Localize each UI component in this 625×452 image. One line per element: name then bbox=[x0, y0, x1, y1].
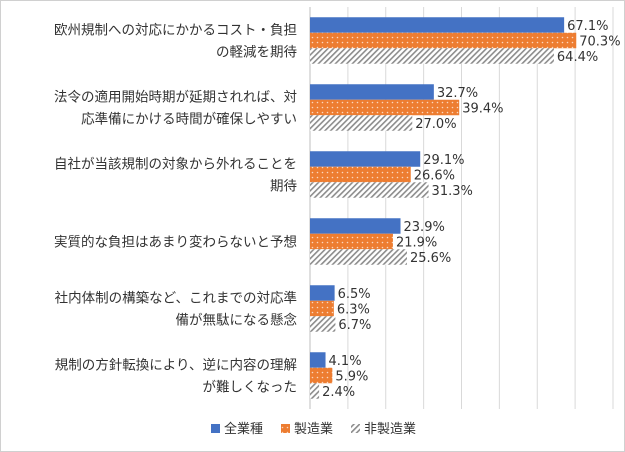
category-label: 備が無駄になる懸念 bbox=[176, 312, 298, 329]
data-label: 32.7% bbox=[437, 86, 478, 101]
data-label: 2.4% bbox=[322, 385, 355, 400]
category-label: 自社が当該規制の対象から外れることを bbox=[54, 157, 297, 173]
category-label: 法令の適用開始時期が延期されれば、対 bbox=[54, 89, 297, 106]
legend-label: 非製造業 bbox=[364, 421, 416, 437]
category-label: が難しくなった bbox=[203, 380, 298, 396]
bar bbox=[310, 17, 565, 33]
bar bbox=[310, 218, 401, 234]
bar bbox=[310, 285, 335, 301]
data-label: 39.4% bbox=[462, 102, 503, 117]
category-label: 規制の方針転換により、逆に内容の理解 bbox=[55, 357, 297, 374]
data-label: 27.0% bbox=[415, 117, 456, 132]
bar bbox=[310, 352, 326, 368]
data-label: 5.9% bbox=[335, 370, 368, 385]
bar bbox=[310, 383, 320, 399]
category-label: 期待 bbox=[270, 179, 297, 195]
legend-swatch bbox=[281, 424, 290, 433]
bar bbox=[310, 32, 577, 49]
bars: 67.1%70.3%64.4% 32.7%39.4% 27.0% 29.1%26.6%… bbox=[310, 17, 621, 400]
data-label: 21.9% bbox=[396, 236, 437, 251]
data-label: 6.3% bbox=[337, 303, 370, 318]
data-label: 31.3% bbox=[432, 184, 473, 199]
category-label: 社内体制の構築など、これまでの対応準 bbox=[55, 291, 297, 307]
data-label: 67.1% bbox=[567, 19, 608, 34]
bar bbox=[310, 249, 407, 265]
data-label: 23.9% bbox=[404, 220, 445, 235]
legend: 全業種 製造業 非製造業 bbox=[211, 421, 416, 437]
legend-swatch bbox=[351, 424, 360, 433]
legend-label: 全業種 bbox=[224, 421, 263, 437]
data-label: 29.1% bbox=[423, 153, 464, 168]
bar bbox=[310, 84, 434, 100]
gridlines bbox=[309, 7, 614, 409]
bar bbox=[310, 233, 393, 250]
data-label: 25.6% bbox=[410, 251, 451, 266]
bar bbox=[310, 48, 554, 64]
bar bbox=[310, 316, 336, 332]
category-label: の軽減を期待 bbox=[216, 44, 297, 61]
data-label: 6.7% bbox=[338, 318, 371, 333]
data-label: 6.5% bbox=[338, 287, 371, 302]
category-label: 応準備にかける時間が確保しやすい bbox=[81, 112, 297, 128]
data-label: 4.1% bbox=[329, 354, 362, 369]
data-label: 70.3% bbox=[579, 35, 620, 50]
category-label: 欧州規制への対応にかかるコスト・負担 bbox=[54, 23, 297, 39]
bar bbox=[310, 182, 429, 198]
category-label: 実質的な負担はあまり変わらないと予想 bbox=[54, 234, 297, 251]
bar bbox=[310, 166, 411, 183]
bar bbox=[310, 300, 334, 317]
data-label: 26.6% bbox=[414, 169, 455, 184]
bar bbox=[310, 151, 421, 167]
legend-swatch bbox=[211, 424, 220, 433]
bar bbox=[310, 367, 333, 384]
bar bbox=[310, 115, 413, 131]
category-labels: 欧州規制への対応にかかるコスト・負担の軽減を期待法令の適用開始時期が延期されれば… bbox=[54, 23, 297, 396]
data-label: 64.4% bbox=[557, 50, 598, 65]
legend-label: 製造業 bbox=[294, 421, 333, 437]
bar bbox=[310, 99, 460, 116]
